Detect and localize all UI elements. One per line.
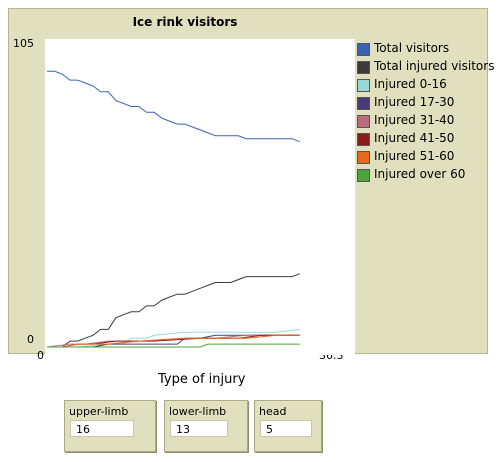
legend-label: Injured 41-50 [374,131,455,145]
monitor-lower-limb[interactable]: lower-limb 13 [164,400,248,452]
monitor-upper-limb[interactable]: upper-limb 16 [64,400,156,452]
legend-swatch [357,61,370,74]
legend-swatch [357,97,370,110]
monitor-label: lower-limb [169,405,227,418]
legend-label: Total visitors [374,41,450,55]
legend-swatch [357,79,370,92]
legend-label: Injured over 60 [374,167,466,181]
legend-swatch [357,151,370,164]
series-line-total-visitors [47,70,300,143]
legend-label: Injured 0-16 [374,77,447,91]
series-line-injured-over-60 [47,343,300,348]
line-chart [46,70,300,348]
y-max-label: 105 [13,37,34,50]
monitor-value: 16 [70,420,134,437]
legend-swatch [357,43,370,56]
monitor-label: upper-limb [69,405,129,418]
legend-label: Total injured visitors [374,59,495,73]
legend-label: Injured 31-40 [374,113,455,127]
monitor-head[interactable]: head 5 [254,400,322,452]
legend-label: Injured 17-30 [374,95,455,109]
legend-swatch [357,133,370,146]
plot-title: Ice rink visitors [132,15,238,29]
x-min-label: 0 [37,349,44,362]
x-axis-title: Type of injury [158,372,246,387]
monitor-label: head [259,405,287,418]
legend-label: Injured 51-60 [374,149,455,163]
legend-swatch [357,169,370,182]
legend-swatch [357,115,370,128]
plot-widget: Ice rink visitors 105 0 0 36.3 Total vis… [8,8,494,362]
plot-area [45,39,355,355]
monitor-value: 13 [170,420,228,437]
series-line-injured-51-60 [47,334,300,348]
monitor-value: 5 [260,420,312,437]
y-min-label: 0 [27,333,34,346]
series-line-total-injured-visitors [47,273,300,348]
